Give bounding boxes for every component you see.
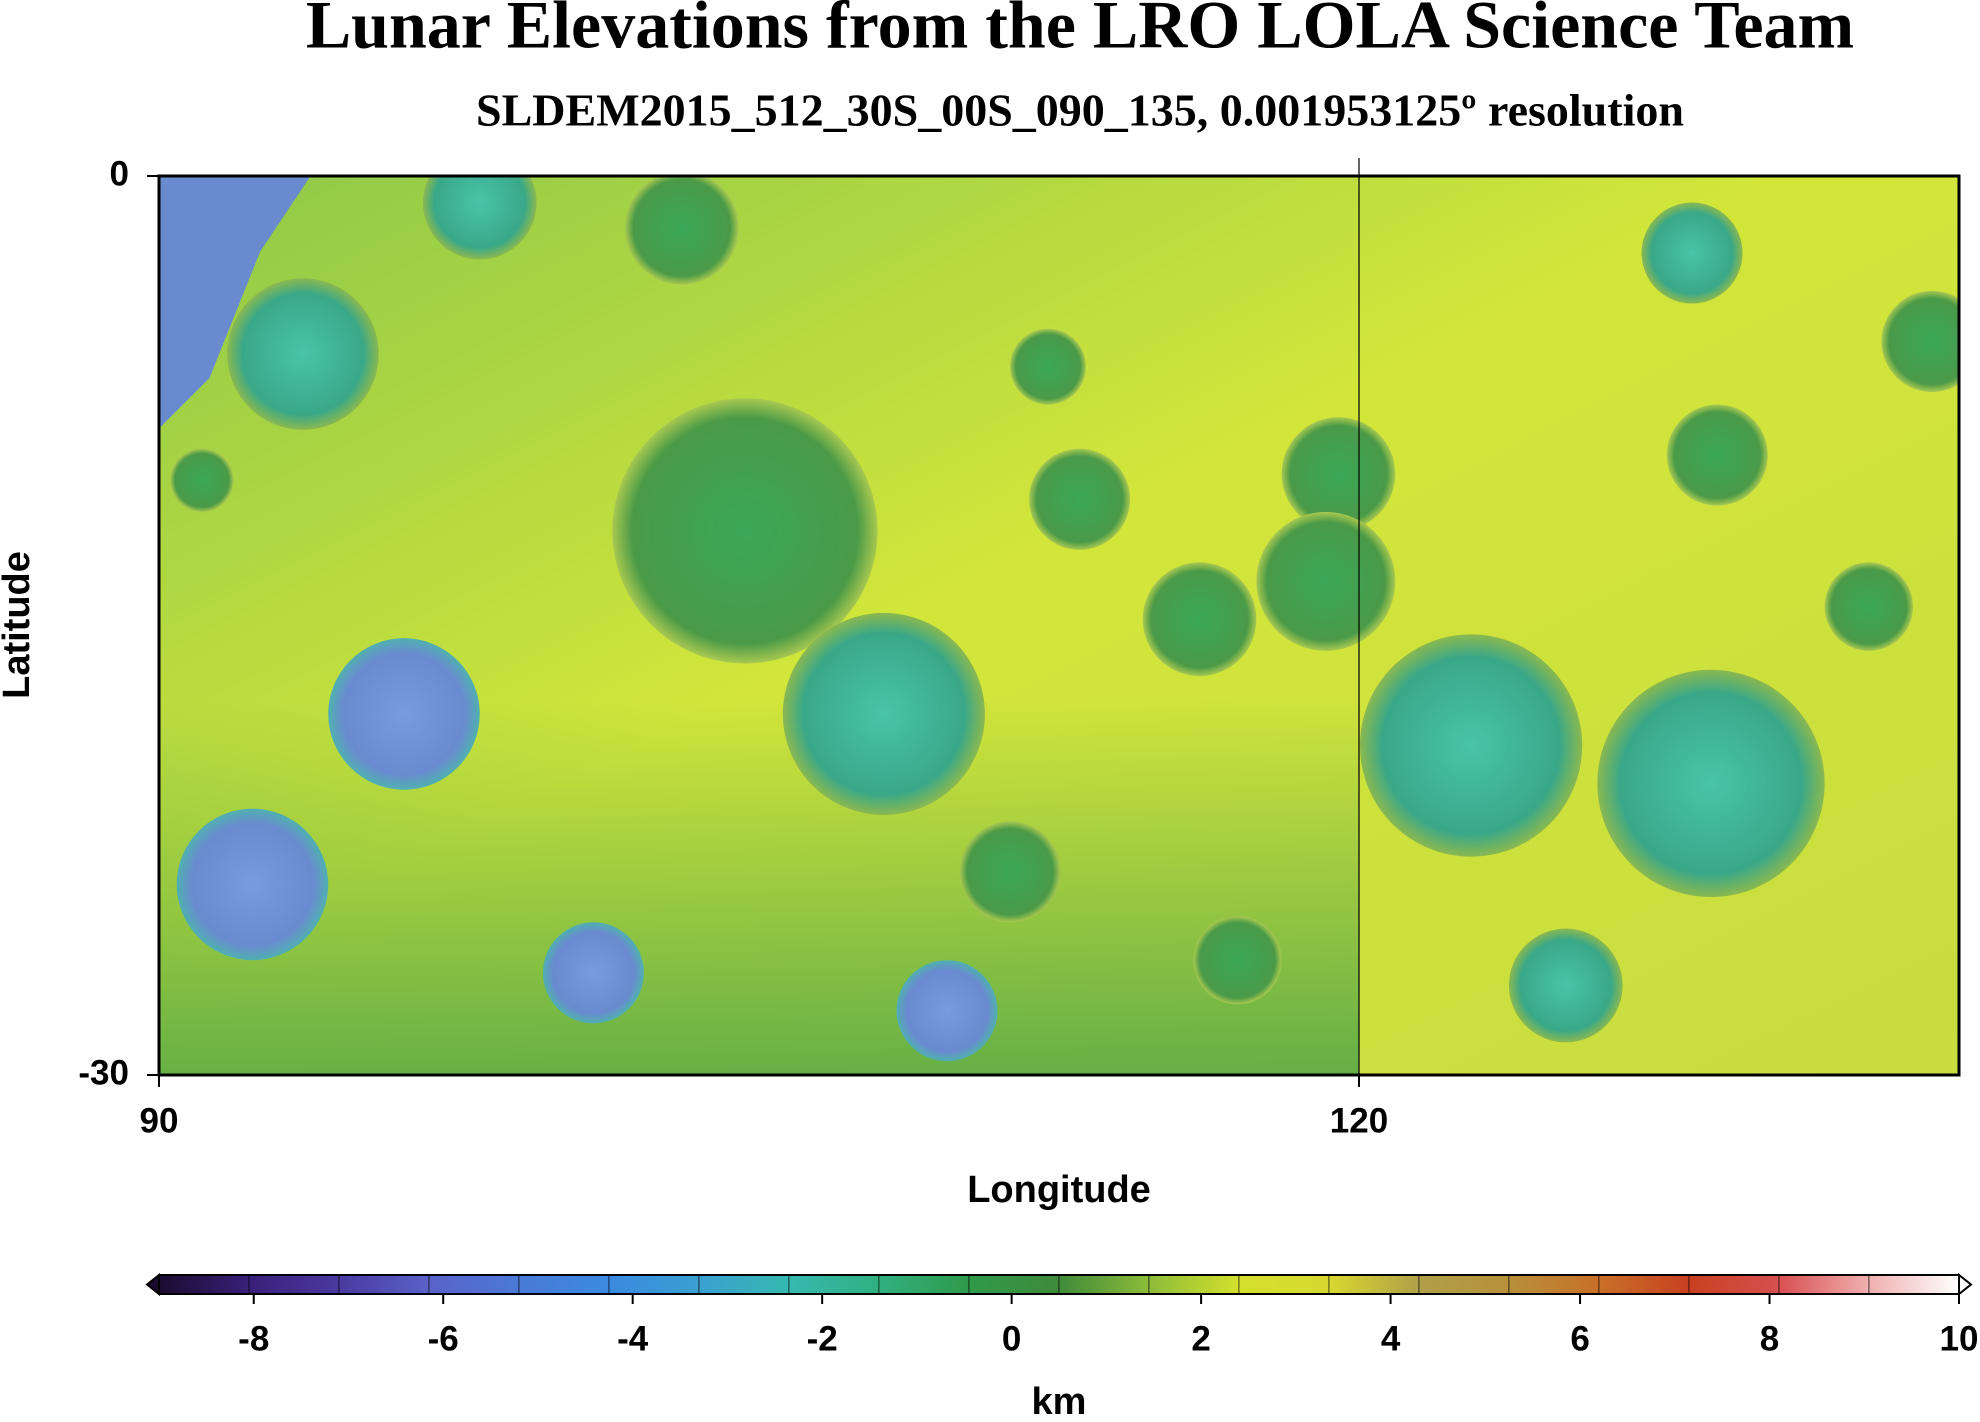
colorbar-tick-label: 10 xyxy=(1940,1319,1979,1358)
colorbar-frame xyxy=(158,1274,1960,1295)
colorbar-tick-label: -8 xyxy=(238,1319,269,1358)
colorbar-tick-label: -4 xyxy=(617,1319,649,1358)
subtitle: SLDEM2015_512_30S_00S_090_135, 0.0019531… xyxy=(476,85,1684,136)
colorbar-segment xyxy=(1238,1274,1330,1295)
colorbar-label: km xyxy=(1032,1381,1087,1422)
colorbar-tick-label: 4 xyxy=(1381,1319,1401,1358)
colorbar-segment xyxy=(1688,1274,1780,1295)
colorbar-tick-label: -2 xyxy=(807,1319,838,1358)
colorbar-segment xyxy=(1058,1274,1150,1295)
colorbar-segment xyxy=(1328,1274,1420,1295)
colorbar-segment xyxy=(338,1274,430,1295)
map-frame xyxy=(157,174,1961,1077)
x-axis-label: Longitude xyxy=(967,1169,1151,1211)
x-tick-label: 90 xyxy=(140,1101,179,1140)
colorbar-segment xyxy=(428,1274,520,1295)
colorbar-tick-label: 2 xyxy=(1191,1319,1210,1358)
colorbar-segment xyxy=(1598,1274,1690,1295)
colorbar-segment xyxy=(518,1274,610,1295)
colorbar-segment xyxy=(1148,1274,1240,1295)
colorbar-tick-label: 8 xyxy=(1760,1319,1779,1358)
colorbar-segment xyxy=(1418,1274,1510,1295)
title: Lunar Elevations from the LRO LOLA Scien… xyxy=(306,0,1854,63)
y-axis-label: Latitude xyxy=(0,551,38,699)
colorbar-segment xyxy=(1868,1274,1960,1295)
colorbar-segment xyxy=(788,1274,880,1295)
y-tick-label: 0 xyxy=(110,154,129,193)
colorbar-over xyxy=(1958,1272,1973,1297)
y-tick-label: -30 xyxy=(78,1053,129,1092)
colorbar-segment xyxy=(608,1274,700,1295)
colorbar-segment xyxy=(968,1274,1060,1295)
colorbar-tick-label: -6 xyxy=(428,1319,459,1358)
colorbar-segment xyxy=(878,1274,970,1295)
colorbar-segment xyxy=(698,1274,790,1295)
x-tick-label: 120 xyxy=(1330,1101,1388,1140)
colorbar-segment xyxy=(158,1274,250,1295)
colorbar-segment xyxy=(1778,1274,1870,1295)
colorbar-tick-label: 6 xyxy=(1570,1319,1589,1358)
colorbar-tick-label: 0 xyxy=(1002,1319,1021,1358)
colorbar-under xyxy=(145,1272,160,1297)
terrain xyxy=(159,176,1959,1075)
colorbar-segment xyxy=(1508,1274,1600,1295)
colorbar-segment xyxy=(248,1274,340,1295)
